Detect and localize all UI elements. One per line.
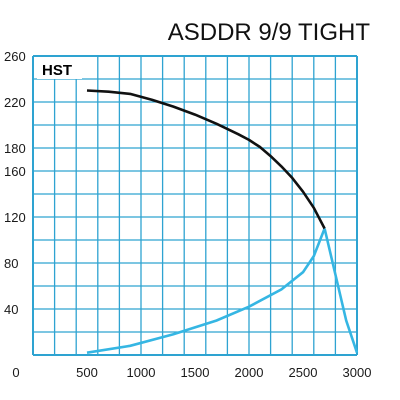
grid xyxy=(32,55,358,356)
y-tick-label: 160 xyxy=(4,164,26,179)
envelope-lower-line xyxy=(86,228,326,354)
hst-label-box xyxy=(37,57,82,79)
x-tick-label: 3000 xyxy=(343,365,372,380)
performance-curve xyxy=(86,89,326,230)
y-tick-label: 120 xyxy=(4,210,26,225)
y-tick-label: 220 xyxy=(4,95,26,110)
x-tick-label: 2500 xyxy=(289,365,318,380)
chart-title: ASDDR 9/9 TIGHT xyxy=(168,19,371,46)
x-tick-label: 500 xyxy=(76,365,98,380)
x-tick-label: 2000 xyxy=(235,365,264,380)
hst-label: HST xyxy=(42,62,72,79)
y-tick-label: 180 xyxy=(4,141,26,156)
curve-line xyxy=(86,89,326,230)
envelope-right-line xyxy=(323,228,359,354)
x-tick-label: 1000 xyxy=(127,365,156,380)
x-tick-label: 0 xyxy=(12,365,19,380)
operating-envelope xyxy=(86,228,359,354)
y-tick-label: 260 xyxy=(4,49,26,64)
y-tick-label: 80 xyxy=(4,256,18,271)
y-axis-ticks: 260 220 180 160 120 80 40 xyxy=(4,49,26,317)
x-axis-ticks: 0 500 1000 1500 2000 2500 3000 xyxy=(12,365,371,380)
y-tick-label: 40 xyxy=(4,302,18,317)
x-tick-label: 1500 xyxy=(181,365,210,380)
